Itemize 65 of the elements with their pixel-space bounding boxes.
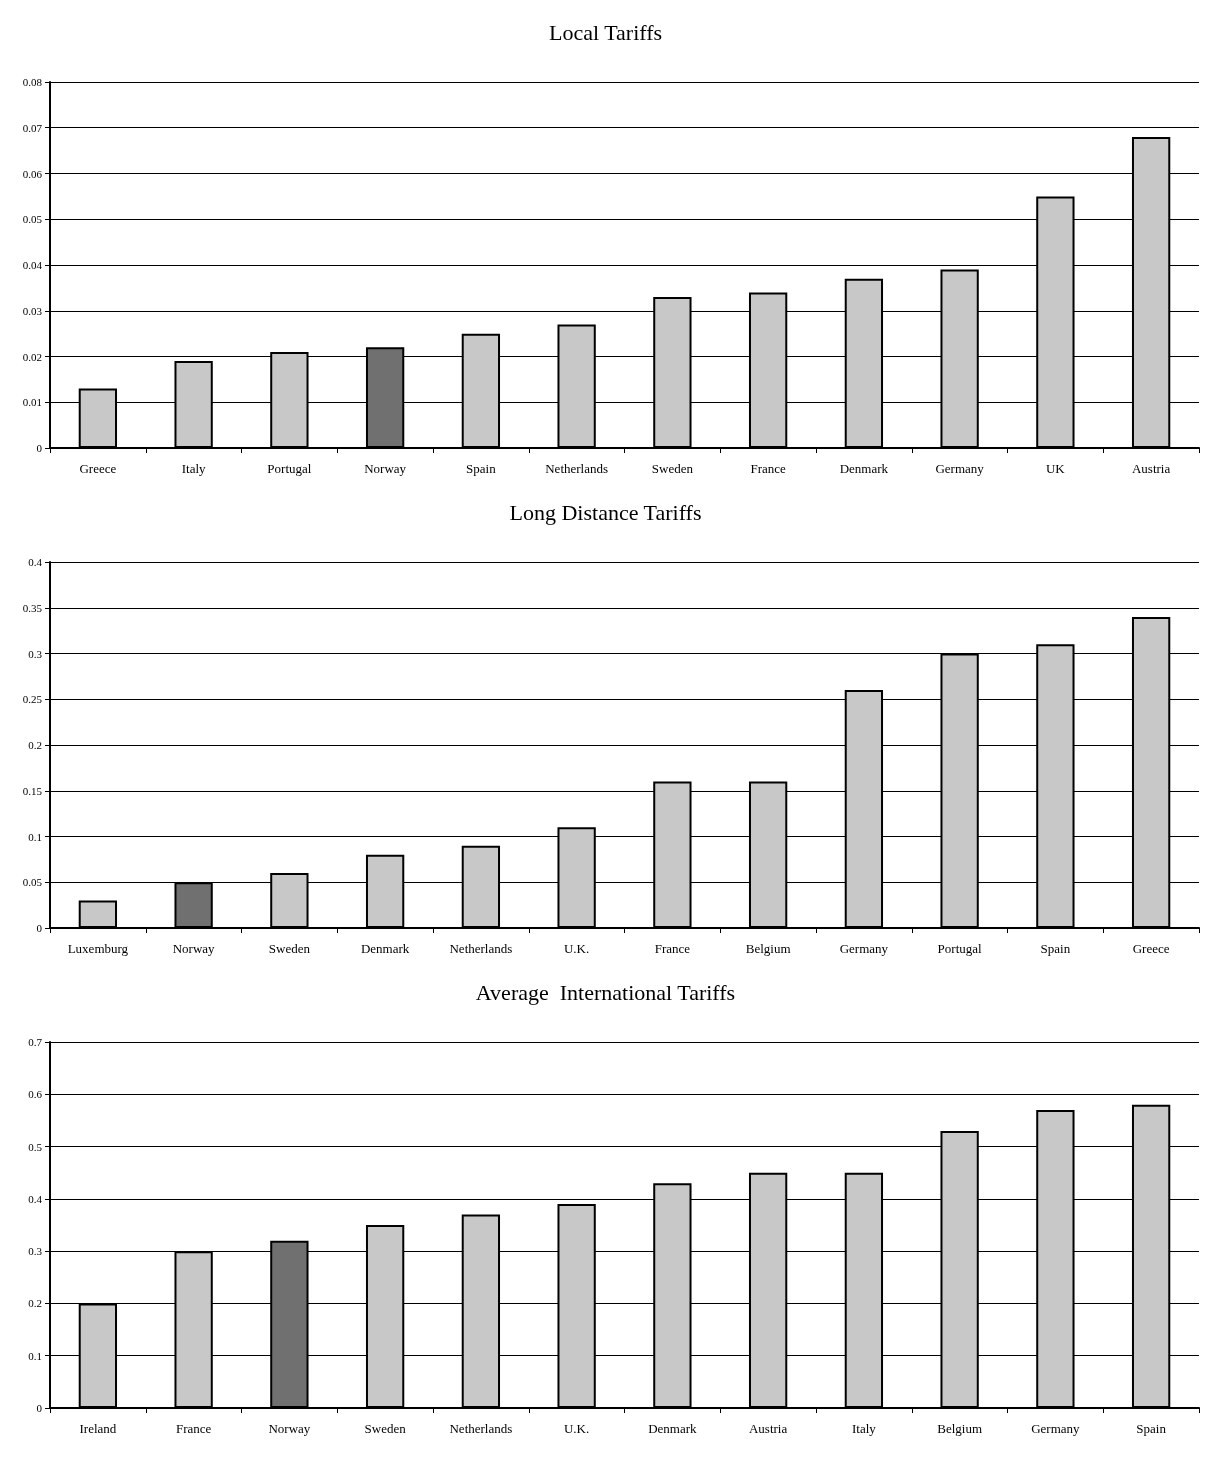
x-tick-label: Denmark: [839, 461, 889, 476]
x-tick-label: Sweden: [651, 461, 694, 476]
x-tick-label: Norway: [268, 1421, 311, 1436]
chart-title: Long Distance Tariffs: [509, 499, 702, 525]
x-tick-label: U.K.: [563, 941, 590, 956]
y-tick-label: 0.35: [22, 601, 43, 614]
x-tick-label: Netherlands: [449, 941, 513, 956]
chart-title: Local Tariffs: [548, 19, 663, 45]
x-tick-label: Sweden: [364, 1421, 407, 1436]
x-tick-label: France: [654, 941, 691, 956]
y-tick-label: 0.05: [22, 213, 43, 226]
y-tick-label: 0.2: [28, 1297, 42, 1310]
y-tick-label: 0: [36, 1402, 43, 1414]
x-tick-label: France: [175, 1421, 212, 1436]
x-tick-label: Sweden: [268, 941, 311, 956]
x-tick-label: Netherlands: [449, 1421, 513, 1436]
y-tick-label: 0.3: [28, 1245, 43, 1258]
x-tick-label: Germany: [935, 461, 985, 476]
chart-title: Average International Tariffs: [475, 979, 736, 1005]
y-tick-label: 0: [36, 922, 43, 934]
y-tick-label: 0.6: [28, 1088, 43, 1101]
y-tick-label: 0: [36, 442, 43, 454]
x-tick-label: Germany: [1031, 1421, 1081, 1436]
x-tick-label: Austria: [748, 1421, 788, 1436]
x-tick-label: Austria: [1131, 461, 1171, 476]
y-tick-label: 0.4: [28, 556, 43, 568]
x-tick-label: Ireland: [79, 1421, 117, 1436]
x-tick-label: Denmark: [360, 941, 410, 956]
y-tick-label: 0.02: [22, 350, 42, 363]
y-tick-label: 0.2: [28, 739, 42, 751]
x-tick-label: Belgium: [745, 941, 791, 956]
y-tick-label: 0.1: [28, 1349, 42, 1362]
y-tick-label: 0.25: [22, 693, 43, 706]
y-tick-label: 0.7: [28, 1036, 43, 1048]
x-tick-label: France: [750, 461, 787, 476]
x-tick-label: Norway: [172, 941, 216, 956]
y-tick-label: 0.07: [22, 121, 43, 134]
x-tick-label: Spain: [1040, 941, 1071, 956]
x-tick-label: Spain: [1136, 1421, 1167, 1436]
x-tick-label: Germany: [839, 941, 889, 956]
y-tick-label: 0.04: [22, 259, 43, 271]
x-tick-label: Luxemburg: [67, 941, 129, 956]
x-tick-label: Greece: [1132, 941, 1170, 956]
x-tick-label: Belgium: [937, 1421, 983, 1436]
x-tick-label: Netherlands: [545, 461, 609, 476]
y-tick-label: 0.3: [28, 647, 43, 660]
x-tick-label: UK: [1045, 461, 1066, 476]
y-tick-label: 0.06: [22, 167, 43, 180]
y-tick-label: 0.05: [22, 876, 43, 889]
y-tick-label: 0.4: [28, 1192, 43, 1205]
x-tick-label: Norway: [364, 461, 407, 476]
y-tick-label: 0.1: [28, 830, 42, 843]
x-tick-label: Italy: [181, 461, 207, 476]
x-tick-label: Italy: [851, 1421, 877, 1436]
x-tick-label: Portugal: [937, 941, 983, 956]
y-tick-label: 0.08: [22, 76, 43, 88]
x-tick-label: U.K.: [563, 1421, 590, 1436]
x-tick-label: Denmark: [648, 1421, 698, 1436]
x-tick-label: Portugal: [267, 461, 312, 476]
y-tick-label: 0.5: [28, 1140, 43, 1153]
y-tick-label: 0.01: [22, 396, 42, 409]
x-tick-label: Spain: [466, 461, 497, 476]
x-tick-label: Greece: [79, 461, 117, 476]
y-tick-label: 0.15: [22, 784, 43, 797]
y-tick-label: 0.03: [22, 304, 43, 317]
